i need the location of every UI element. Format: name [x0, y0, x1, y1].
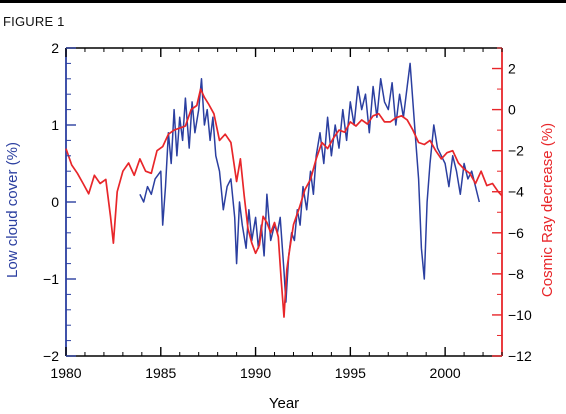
y-left-tick-label: 2	[51, 40, 59, 56]
y-left-tick-label: 0	[51, 194, 59, 210]
x-tick-label: 2000	[430, 365, 461, 381]
x-axis-title: Year	[269, 395, 299, 412]
y-left-tick-label: −2	[43, 348, 59, 364]
y-right-tick-label: −12	[508, 348, 532, 364]
y-right-tick-label: 2	[508, 61, 516, 77]
y-axis-right-title: Cosmic Ray decrease (%)	[539, 123, 556, 297]
y-right-tick-label: −6	[508, 225, 524, 241]
series-layer	[65, 62, 503, 318]
figure-label: FIGURE 1	[3, 14, 65, 29]
cosmic-ray-decrease-line	[65, 88, 503, 318]
y-right-tick-label: −8	[508, 266, 524, 282]
x-tick-label: 1995	[335, 365, 366, 381]
y-right-tick-label: −2	[508, 143, 524, 159]
low-cloud-cover-line	[139, 62, 481, 303]
y-axis-left-title: Low cloud cover (%)	[4, 142, 21, 278]
axes-layer: 1980 1985 1990 1995 2000−2−101220−2−4−6−8−10…	[43, 40, 532, 381]
x-tick-label: 1980	[50, 365, 81, 381]
top-rule	[0, 0, 566, 3]
y-left-tick-label: −1	[43, 271, 59, 287]
x-tick-label: 1990	[240, 365, 271, 381]
x-tick-label: 1985	[145, 365, 176, 381]
y-right-tick-label: 0	[508, 102, 516, 118]
y-left-tick-label: 1	[51, 117, 59, 133]
y-right-tick-label: −4	[508, 184, 524, 200]
y-right-tick-label: −10	[508, 307, 532, 323]
